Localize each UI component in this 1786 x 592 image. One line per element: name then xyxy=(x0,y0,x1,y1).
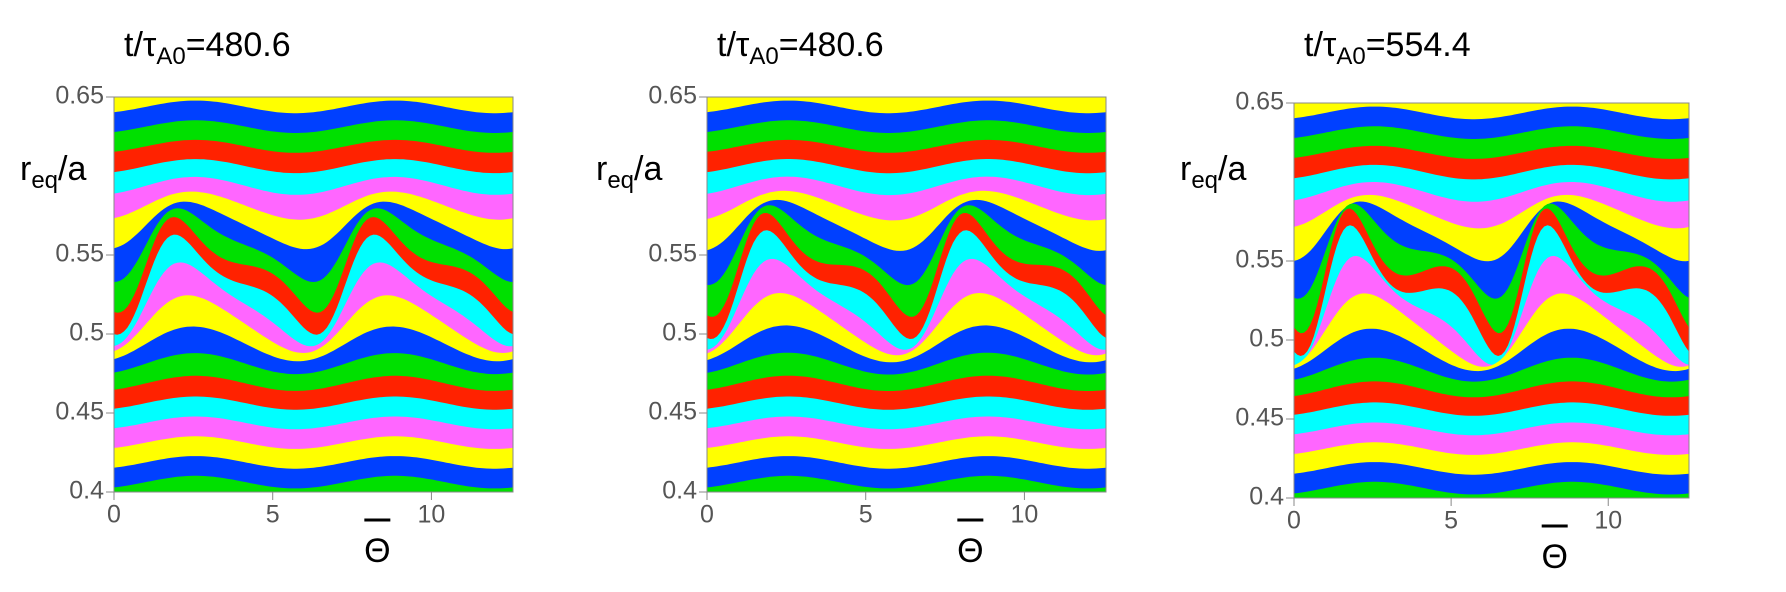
x-tick-label: 5 xyxy=(1444,507,1458,535)
y-label-part: eq xyxy=(1191,167,1218,194)
y-label-part: r xyxy=(1180,150,1191,188)
x-tick-label: 10 xyxy=(1011,501,1039,529)
x-tick-label: 0 xyxy=(700,501,714,529)
y-tick-label: 0.45 xyxy=(648,398,697,426)
y-tick-label: 0.5 xyxy=(662,319,697,347)
title-part: =480.6 xyxy=(779,26,884,64)
y-tick-label: 0.65 xyxy=(55,82,104,110)
y-label-part: /a xyxy=(1218,150,1246,188)
x-tick-label: 0 xyxy=(1287,507,1301,535)
y-label-part: eq xyxy=(31,167,58,194)
panel-title: t/τA0=554.4 xyxy=(1304,26,1471,70)
y-tick-label: 0.5 xyxy=(1249,325,1284,353)
title-part: t/τ xyxy=(1304,26,1337,64)
y-label-part: /a xyxy=(634,150,662,188)
x-axis-label: Θ xyxy=(364,532,390,570)
x-tick-label: 10 xyxy=(1594,507,1622,535)
y-tick-label: 0.65 xyxy=(648,82,697,110)
y-label-part: eq xyxy=(607,167,634,194)
title-part: A0 xyxy=(1336,43,1365,70)
x-axis-label: Θ xyxy=(1541,538,1567,576)
y-tick-label: 0.4 xyxy=(69,477,104,505)
y-axis-label: req/a xyxy=(1180,150,1246,194)
y-tick-label: 0.4 xyxy=(1249,483,1284,511)
x-tick-label: 0 xyxy=(107,501,121,529)
y-tick-label: 0.45 xyxy=(1235,404,1284,432)
title-part: t/τ xyxy=(124,26,157,64)
y-tick-label: 0.65 xyxy=(1235,88,1284,116)
y-tick-label: 0.55 xyxy=(55,240,104,268)
y-label-part: /a xyxy=(58,150,86,188)
plot-frame xyxy=(706,96,1107,493)
contour-band xyxy=(707,475,1106,492)
x-tick-label: 5 xyxy=(859,501,873,529)
title-part: =554.4 xyxy=(1366,26,1471,64)
x-tick-label: 5 xyxy=(266,501,280,529)
contour-band xyxy=(114,475,513,492)
y-axis-label: req/a xyxy=(20,150,86,194)
panel-title: t/τA0=480.6 xyxy=(717,26,884,70)
plot-frame xyxy=(1293,102,1690,499)
y-tick-label: 0.4 xyxy=(662,477,697,505)
title-part: =480.6 xyxy=(186,26,291,64)
y-tick-label: 0.55 xyxy=(1235,246,1284,274)
y-label-part: r xyxy=(596,150,607,188)
y-tick-label: 0.45 xyxy=(55,398,104,426)
panel-title: t/τA0=480.6 xyxy=(124,26,291,70)
title-part: t/τ xyxy=(717,26,750,64)
plot-frame xyxy=(113,96,514,493)
contour-field xyxy=(1294,103,1689,515)
y-axis-label: req/a xyxy=(596,150,662,194)
contour-field xyxy=(707,97,1106,509)
y-tick-label: 0.5 xyxy=(69,319,104,347)
y-tick-label: 0.55 xyxy=(648,240,697,268)
y-label-part: r xyxy=(20,150,31,188)
contour-band xyxy=(1294,481,1689,498)
x-axis-label: Θ xyxy=(957,532,983,570)
contour-field xyxy=(114,97,513,509)
contour-band xyxy=(707,496,1106,509)
contour-band xyxy=(114,496,513,509)
title-part: A0 xyxy=(156,43,185,70)
contour-band xyxy=(1294,502,1689,515)
x-tick-label: 10 xyxy=(418,501,446,529)
title-part: A0 xyxy=(749,43,778,70)
